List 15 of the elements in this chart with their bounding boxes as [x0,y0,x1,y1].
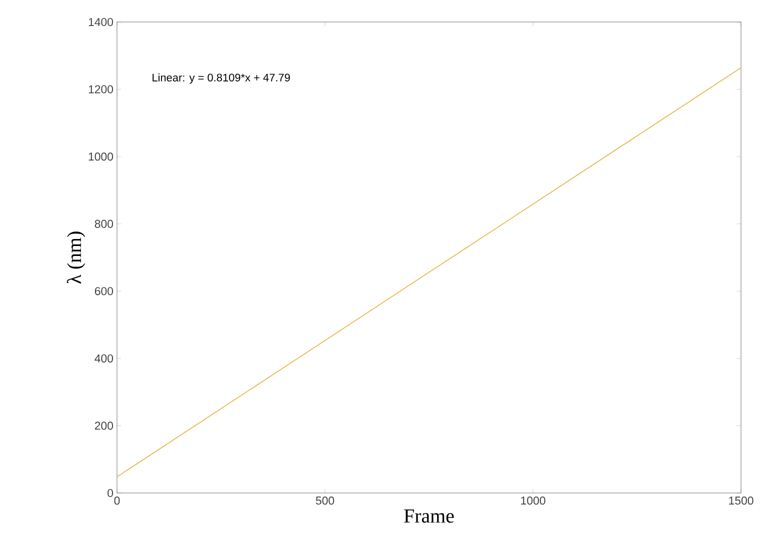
x-tick-label: 0 [114,496,120,505]
y-tick-label: 400 [94,354,114,362]
y-tick-label: 1400 [88,18,114,26]
x-tick-label: 1500 [729,496,754,505]
y-tick-label: 200 [94,422,114,430]
x-tick-label: 1000 [521,496,546,505]
y-tick-label: 0 [108,488,114,498]
y-tick-label: 600 [94,287,114,296]
x-tick-label: 500 [316,496,334,505]
y-tick-label: 1000 [88,152,114,161]
annotation: Linear: y = 0.8109*x + 47.79 [152,73,290,84]
x-axis-title: Frame [404,509,454,523]
y-tick-label: 800 [94,220,114,228]
y-axis-title: λ (nm) [66,232,86,284]
y-tick-label: 1200 [88,85,114,94]
